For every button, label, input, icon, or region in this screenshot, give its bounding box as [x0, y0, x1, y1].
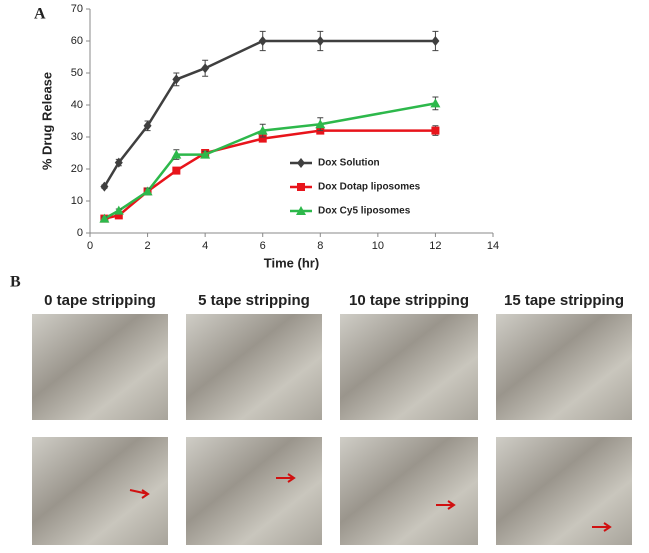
series-line — [103, 39, 436, 188]
marker — [172, 166, 181, 175]
micrograph — [186, 314, 322, 420]
marker — [172, 74, 181, 85]
marker — [171, 149, 182, 159]
marker — [258, 36, 267, 46]
caption: 0 tape stripping — [44, 292, 156, 309]
marker — [200, 149, 211, 159]
series-line — [104, 129, 436, 220]
legend-label: Dox Cy5 liposomes — [318, 206, 411, 217]
panel-label: A — [34, 6, 46, 23]
x-tick-label: 14 — [487, 240, 499, 252]
y-tick-label: 60 — [71, 35, 83, 47]
y-tick-label: 70 — [71, 3, 83, 15]
x-tick-label: 4 — [202, 240, 208, 252]
micrograph — [186, 437, 322, 545]
micrograph — [32, 314, 168, 420]
marker — [100, 181, 109, 192]
x-axis-title: Time (hr) — [264, 255, 319, 270]
x-tick-label: 2 — [145, 240, 151, 252]
x-tick-label: 6 — [260, 240, 266, 252]
arrow — [129, 489, 150, 499]
marker — [316, 36, 325, 46]
marker — [296, 206, 306, 215]
marker — [201, 63, 210, 74]
x-tick-label: 10 — [372, 240, 384, 252]
x-tick-label: 8 — [317, 240, 323, 252]
micrograph — [496, 314, 632, 420]
marker — [297, 183, 305, 191]
legend-label: Dox Dotap liposomes — [318, 182, 421, 193]
y-tick-label: 0 — [77, 227, 83, 239]
marker — [431, 36, 440, 46]
caption: 15 tape stripping — [504, 292, 624, 309]
micrograph — [32, 437, 168, 545]
marker — [99, 213, 110, 223]
micrograph — [340, 437, 478, 545]
marker — [114, 211, 123, 220]
y-tick-label: 20 — [71, 163, 83, 175]
marker — [113, 205, 124, 215]
panel-label: B — [10, 274, 21, 291]
x-tick-label: 12 — [429, 240, 441, 252]
y-tick-label: 10 — [71, 195, 83, 207]
micrograph — [496, 437, 632, 545]
y-axis-title: % Drug Release — [39, 72, 54, 170]
x-tick-label: 0 — [87, 240, 93, 252]
caption: 5 tape stripping — [198, 292, 310, 309]
micrographs — [32, 314, 632, 545]
marker — [258, 134, 267, 143]
arrow — [276, 473, 296, 483]
marker — [431, 126, 440, 135]
arrow — [436, 500, 456, 510]
arrow — [592, 522, 612, 532]
marker — [143, 120, 152, 131]
legend-label: Dox Solution — [318, 158, 380, 169]
y-tick-label: 40 — [71, 99, 83, 111]
y-tick-label: 50 — [71, 67, 83, 79]
caption: 10 tape stripping — [349, 292, 469, 309]
marker — [114, 157, 123, 168]
marker — [257, 125, 268, 135]
series-line — [103, 102, 436, 220]
y-tick-label: 30 — [71, 131, 83, 143]
marker — [297, 158, 305, 168]
micrograph — [340, 314, 478, 420]
marker — [142, 186, 153, 196]
marker — [315, 119, 326, 129]
marker — [430, 98, 441, 108]
